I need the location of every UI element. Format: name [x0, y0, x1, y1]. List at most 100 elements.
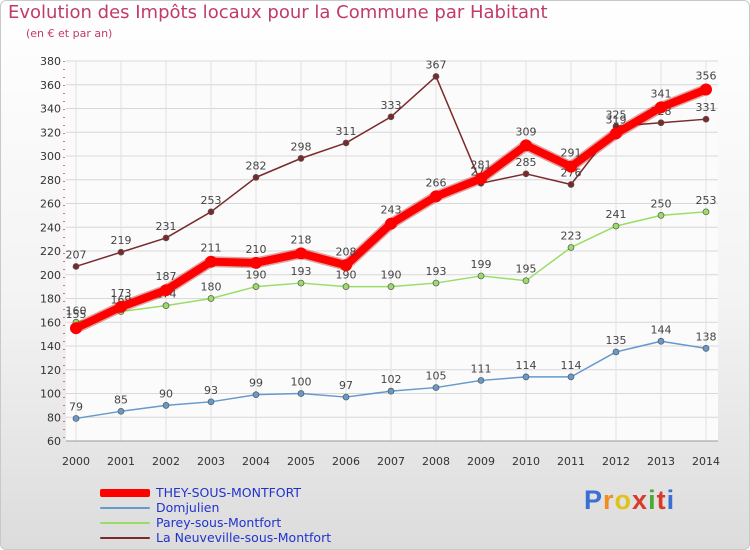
data-point — [565, 160, 577, 173]
legend-label: Domjulien — [156, 500, 220, 515]
y-tick-label: 140 — [40, 340, 61, 353]
data-label: 309 — [516, 125, 537, 138]
logo-letter: i — [648, 485, 657, 515]
data-label: 331 — [696, 101, 717, 114]
data-point — [70, 322, 82, 335]
data-label: 160 — [66, 304, 87, 317]
data-label: 356 — [696, 70, 717, 83]
y-tick-label: 180 — [40, 293, 61, 306]
legend-swatch — [100, 537, 150, 539]
y-tick-label: 60 — [47, 435, 61, 448]
chart-title: Evolution des Impôts locaux pour la Comm… — [8, 2, 548, 23]
data-label: 266 — [426, 176, 447, 189]
data-label: 285 — [516, 156, 537, 169]
data-point — [610, 127, 622, 140]
data-label: 97 — [339, 379, 353, 392]
data-point — [115, 300, 127, 313]
data-point — [700, 83, 712, 96]
x-tick-label: 2007 — [377, 455, 405, 468]
data-point — [522, 277, 530, 285]
data-point — [387, 283, 395, 290]
y-tick-label: 300 — [40, 150, 61, 163]
logo-letter: i — [666, 485, 676, 515]
logo-letter: t — [656, 485, 667, 515]
data-point — [342, 393, 350, 401]
x-tick-label: 2012 — [602, 455, 630, 468]
data-label: 298 — [291, 140, 312, 153]
y-tick-label: 160 — [40, 316, 61, 329]
x-tick-label: 2014 — [692, 455, 720, 468]
data-point — [297, 155, 305, 162]
data-point — [567, 181, 575, 188]
data-label: 193 — [291, 265, 312, 278]
x-tick-label: 2003 — [197, 455, 225, 468]
data-point — [162, 402, 170, 409]
data-label: 253 — [201, 194, 222, 207]
data-label: 79 — [69, 400, 83, 413]
data-point — [475, 172, 487, 185]
data-label: 105 — [426, 370, 447, 383]
data-point — [342, 139, 350, 147]
data-label: 102 — [381, 373, 402, 386]
data-point — [252, 391, 260, 399]
data-point — [297, 279, 305, 287]
data-point — [72, 415, 80, 422]
data-point — [295, 247, 307, 260]
data-point — [702, 115, 710, 123]
y-tick-label: 80 — [47, 411, 61, 424]
data-point — [252, 174, 260, 181]
y-tick-label: 200 — [40, 269, 61, 282]
y-tick-label: 100 — [40, 388, 61, 401]
y-tick-label: 240 — [40, 221, 61, 234]
data-point — [702, 345, 710, 352]
data-point — [655, 101, 667, 114]
data-point — [432, 384, 440, 391]
data-label: 341 — [651, 87, 672, 100]
legend-swatch — [100, 522, 150, 524]
data-label: 93 — [204, 384, 218, 397]
data-label: 114 — [516, 359, 537, 372]
data-label: 190 — [336, 269, 357, 282]
legend-label: THEY-SOUS-MONTFORT — [156, 485, 302, 500]
legend-label: La Neuveville-sous-Montfort — [156, 530, 332, 545]
data-label: 281 — [471, 159, 492, 172]
data-label: 231 — [156, 220, 177, 233]
data-label: 243 — [381, 204, 402, 217]
x-tick-label: 2001 — [107, 455, 135, 468]
data-point — [432, 279, 440, 287]
data-label: 319 — [606, 113, 627, 126]
data-point — [432, 73, 440, 80]
data-point — [520, 139, 532, 152]
y-tick-label: 380 — [40, 55, 61, 68]
x-tick-label: 2006 — [332, 455, 360, 468]
x-tick-label: 2010 — [512, 455, 540, 468]
x-tick-label: 2005 — [287, 455, 315, 468]
data-label: 135 — [606, 334, 627, 347]
data-point — [567, 244, 575, 251]
data-point — [160, 284, 172, 297]
data-label: 99 — [249, 377, 263, 390]
x-tick-label: 2011 — [557, 455, 585, 468]
data-label: 291 — [561, 147, 582, 160]
data-point — [387, 387, 395, 395]
data-point — [117, 407, 125, 415]
data-point — [522, 373, 530, 381]
x-tick-label: 2013 — [647, 455, 675, 468]
y-tick-label: 260 — [40, 198, 61, 211]
x-tick-label: 2004 — [242, 455, 270, 468]
data-point — [385, 217, 397, 230]
data-label: 195 — [516, 263, 537, 276]
logo-letter: r — [603, 485, 615, 515]
logo-letter: P — [584, 485, 604, 515]
data-label: 190 — [246, 269, 267, 282]
data-point — [612, 222, 620, 230]
data-label: 208 — [336, 245, 357, 258]
chart-subtitle: (en € et par an) — [26, 27, 113, 40]
data-label: 180 — [201, 281, 222, 294]
data-point — [297, 390, 305, 397]
data-label: 241 — [606, 208, 627, 221]
data-point — [207, 208, 215, 216]
data-label: 250 — [651, 197, 672, 210]
data-point — [207, 295, 215, 302]
x-tick-label: 2008 — [422, 455, 450, 468]
